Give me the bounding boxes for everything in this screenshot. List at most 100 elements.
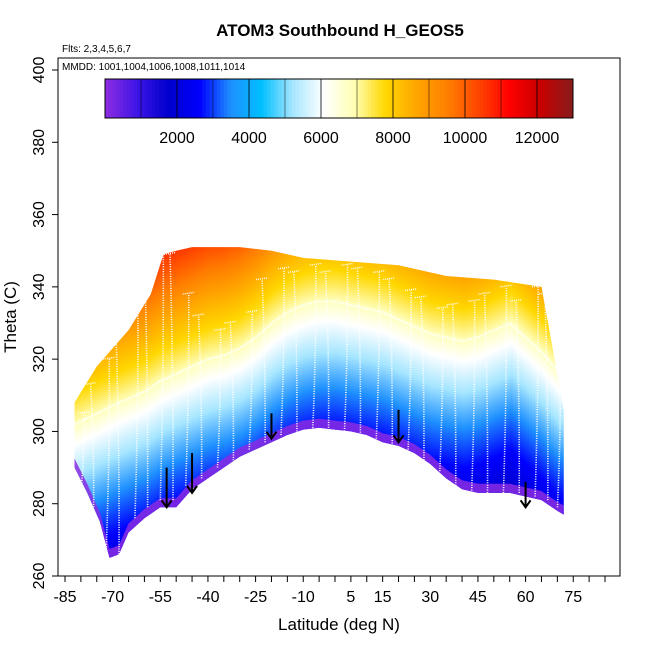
field-strip	[398, 247, 403, 519]
colorbar-cell	[537, 79, 542, 118]
colorbar-cell	[173, 79, 178, 118]
field-strip	[325, 247, 330, 501]
field-strip	[503, 247, 508, 525]
field-strip	[411, 247, 415, 525]
colorbar-cell	[274, 79, 279, 118]
field-strip	[522, 247, 527, 534]
colorbar-cell	[483, 79, 488, 118]
colorbar-cell	[371, 79, 376, 118]
x-tick-label: 30	[421, 589, 439, 606]
flight-profile	[407, 290, 412, 450]
field-strip	[490, 247, 495, 531]
field-strip	[163, 247, 168, 558]
colorbar-cell	[231, 79, 236, 118]
arrow-head	[160, 499, 173, 510]
field-strip	[166, 247, 171, 558]
field-strip	[207, 247, 212, 558]
colorbar-tick-label: 10000	[443, 130, 488, 147]
field-strip	[528, 247, 533, 540]
colorbar-cell	[547, 79, 552, 118]
down-arrow	[519, 482, 532, 510]
field-strip	[497, 247, 501, 528]
field-strip	[319, 247, 323, 501]
profile-top	[287, 269, 301, 274]
field-strip	[557, 247, 562, 558]
colorbar-cell	[555, 79, 560, 118]
y-tick-label: 340	[31, 273, 48, 300]
field-strip	[487, 247, 492, 532]
colorbar-cell	[256, 79, 261, 118]
colorbar-cell	[551, 79, 556, 118]
colorbar-cell	[259, 79, 264, 118]
field-strip	[360, 247, 365, 506]
field-strip	[331, 247, 336, 501]
colorbar-cell	[403, 79, 408, 118]
field-strip	[141, 247, 145, 558]
field-strip	[157, 247, 161, 558]
arrow-head	[519, 499, 532, 510]
field-strip	[462, 247, 466, 540]
colorbar-cell	[472, 79, 477, 118]
field-strip	[481, 247, 485, 535]
field-strip	[112, 247, 117, 558]
down-arrow	[160, 467, 173, 510]
field-strip	[96, 247, 101, 558]
colorbar-cell	[436, 79, 441, 118]
field-strip	[465, 247, 469, 540]
field-strip	[125, 247, 130, 558]
flight-profile	[483, 294, 489, 493]
colorbar-tick-label: 12000	[515, 130, 560, 147]
colorbar-cell	[540, 79, 545, 118]
mmdd-label: MMDD: 1001,1004,1006,1008,1011,1014	[62, 62, 246, 73]
colorbar-cell	[439, 79, 444, 118]
profile-top	[383, 277, 396, 281]
arrow-head	[186, 485, 198, 495]
colorbar-cell	[115, 79, 120, 118]
colorbar-cell	[342, 79, 347, 118]
x-axis: -85 -70 -55 -40 -25 -10 5 15 30 45 60 75	[53, 576, 606, 606]
colorbar-cell	[216, 79, 221, 118]
arrow-head	[392, 434, 405, 444]
colorbar-cell	[252, 79, 257, 118]
colorbar-cell	[349, 79, 354, 118]
field-strip	[366, 247, 371, 508]
field-strip	[535, 247, 539, 545]
field-strip	[290, 247, 295, 510]
field-strip	[350, 247, 355, 504]
field-strip	[265, 247, 269, 528]
field-strip	[449, 247, 454, 537]
down-arrow	[392, 409, 405, 444]
profile-top	[214, 327, 227, 331]
flight-profile	[248, 312, 254, 450]
colorbar-cell	[378, 79, 383, 118]
profile-top	[109, 331, 123, 335]
field-strip	[468, 247, 473, 539]
field-strip	[242, 247, 247, 545]
colorbar-cell	[432, 79, 437, 118]
colorbar-cell	[421, 79, 426, 118]
field-strip	[519, 247, 523, 531]
tropopause-line	[74, 300, 559, 426]
field-strip	[512, 247, 517, 525]
field-strip	[493, 247, 498, 529]
profile-top	[255, 277, 269, 281]
flight-profile	[544, 294, 549, 501]
flight-profile	[515, 301, 521, 493]
field-strip	[239, 247, 244, 548]
flight-profile	[216, 330, 222, 468]
colorbar-cell	[155, 79, 160, 118]
colorbar-cell	[220, 79, 225, 118]
colorbar-cell	[105, 79, 110, 118]
colorbar-cell	[288, 79, 293, 118]
colorbar-cell	[191, 79, 196, 118]
colorbar-cell	[443, 79, 448, 118]
field-strip	[357, 247, 361, 506]
flight-profile	[169, 254, 174, 501]
colorbar-cell	[468, 79, 473, 118]
profile-top	[84, 381, 97, 386]
colorbar-cell	[213, 79, 218, 118]
profile-top	[436, 306, 449, 310]
flight-profile	[470, 301, 476, 493]
field-strip	[223, 247, 228, 555]
colorbar-cell	[241, 79, 246, 118]
